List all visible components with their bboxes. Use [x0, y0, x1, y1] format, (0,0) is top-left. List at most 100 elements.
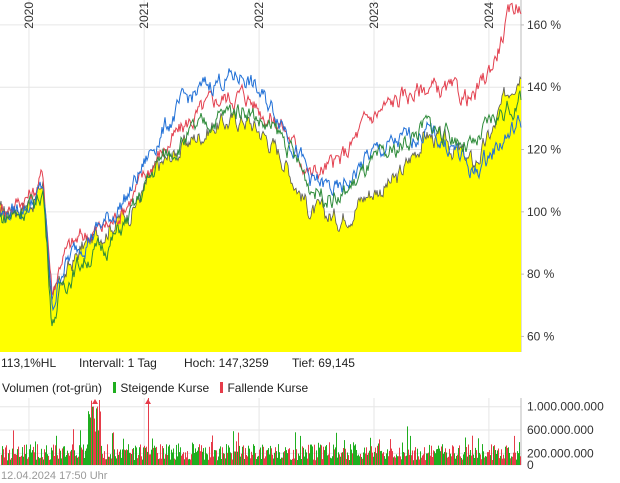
volume-bar — [145, 447, 146, 465]
volume-bar — [353, 442, 354, 465]
volume-bar — [465, 437, 466, 465]
volume-bar — [301, 459, 302, 465]
volume-bar — [448, 456, 449, 465]
volume-bar — [201, 445, 202, 465]
volume-bar — [162, 446, 163, 465]
volume-bar — [519, 442, 520, 465]
volume-bar — [3, 449, 4, 465]
volume-bar — [383, 452, 384, 465]
volume-bar — [305, 449, 306, 465]
volume-bar — [65, 456, 66, 465]
info-high: Hoch: 147,3259 — [184, 356, 269, 370]
volume-bar — [68, 453, 69, 465]
volume-bar — [183, 452, 184, 465]
legend-down: Fallende Kurse — [227, 381, 309, 395]
volume-bar — [200, 451, 201, 465]
volume-bar — [75, 455, 76, 465]
volume-bar — [241, 453, 242, 465]
volume-bar — [370, 437, 371, 465]
volume-bar — [377, 445, 378, 465]
volume-bar — [395, 457, 396, 465]
volume-bar — [262, 444, 263, 465]
volume-bar — [215, 450, 216, 465]
volume-bar — [194, 453, 195, 465]
volume-bar — [444, 451, 445, 465]
volume-bar — [103, 457, 104, 465]
volume-bar — [15, 454, 16, 465]
volume-bar — [341, 452, 342, 465]
volume-bar — [516, 459, 517, 465]
volume-bar — [247, 456, 248, 465]
volume-bar — [188, 459, 189, 465]
volume-bar — [407, 426, 408, 465]
volume-bar — [467, 456, 468, 465]
volume-bar — [170, 459, 171, 465]
volume-bar — [226, 444, 227, 465]
volume-bar — [289, 448, 290, 465]
volume-bar — [1, 454, 2, 465]
volume-bar — [320, 444, 321, 465]
volume-bar — [106, 459, 107, 465]
volume-bar — [185, 452, 186, 465]
volume-bar — [14, 454, 15, 465]
volume-bar — [11, 458, 12, 465]
volume-bar — [470, 450, 471, 465]
volume-bar — [352, 453, 353, 465]
volume-bar — [38, 456, 39, 465]
volume-bar — [302, 446, 303, 465]
x-tick-label-2: 2022 — [252, 2, 266, 29]
volume-bar — [233, 431, 234, 465]
volume-bar — [2, 446, 3, 465]
volume-bar — [471, 455, 472, 465]
volume-bar — [199, 444, 200, 465]
volume-bar — [454, 453, 455, 465]
volume-bar — [54, 456, 55, 465]
volume-bar — [460, 456, 461, 465]
volume-bar — [28, 457, 29, 465]
volume-bar — [411, 455, 412, 465]
volume-bar — [96, 408, 97, 465]
volume-bar — [64, 446, 65, 465]
volume-bar — [214, 450, 215, 465]
volume-bar — [147, 451, 148, 465]
volume-bar — [210, 457, 211, 465]
volume-bar — [172, 452, 173, 465]
info-value: 113,1%HL — [1, 356, 57, 370]
volume-bar — [98, 430, 99, 465]
volume-bar — [306, 452, 307, 465]
volume-bar — [63, 446, 64, 465]
volume-bar — [155, 447, 156, 465]
volume-bar — [95, 431, 96, 465]
volume-bar — [375, 447, 376, 465]
volume-bar — [476, 450, 477, 465]
volume-bar — [218, 456, 219, 465]
y-tick-labels: 60 % 80 % 100 % 120 % 140 % 160 % — [521, 18, 561, 343]
volume-bar — [427, 453, 428, 465]
volume-bar — [466, 447, 467, 465]
volume-bar — [491, 444, 492, 465]
volume-bar — [142, 459, 143, 465]
volume-bar — [334, 449, 335, 465]
volume-bar — [82, 449, 83, 465]
volume-bar — [422, 455, 423, 465]
volume-bar — [35, 441, 36, 465]
volume-bar — [66, 455, 67, 465]
volume-bar — [300, 435, 301, 465]
volume-bar — [117, 449, 118, 465]
timestamp: 12.04.2024 17:50 Uhr — [1, 470, 108, 482]
volume-bar — [115, 456, 116, 465]
volume-bar — [404, 452, 405, 465]
volume-bar — [344, 440, 345, 465]
volume-bar — [5, 447, 6, 465]
volume-bar — [240, 456, 241, 465]
volume-bar — [379, 439, 380, 465]
volume-bar — [278, 444, 279, 465]
volume-bar — [265, 456, 266, 465]
volume-bar — [462, 459, 463, 465]
volume-bar — [325, 446, 326, 465]
volume-bar — [143, 447, 144, 465]
volume-bar — [338, 452, 339, 465]
volume-bar — [475, 447, 476, 465]
volume-bar — [134, 460, 135, 465]
